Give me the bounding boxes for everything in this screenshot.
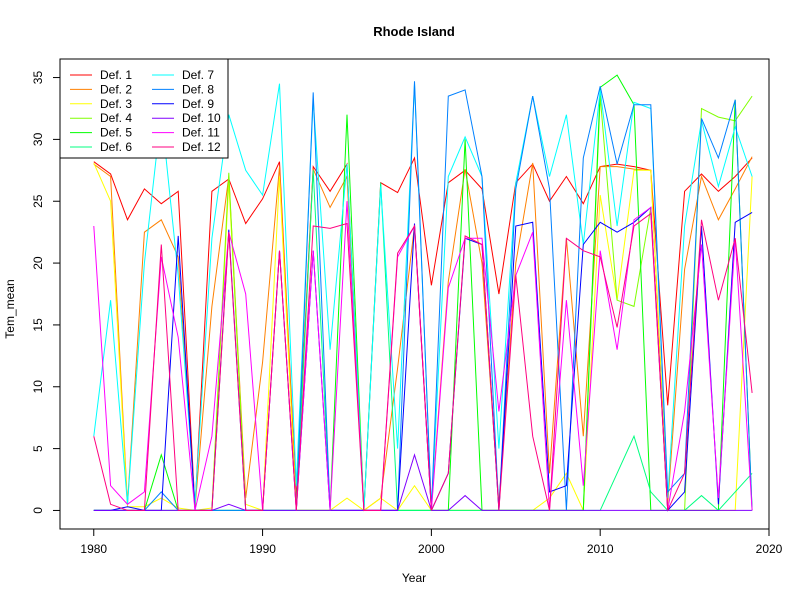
legend-label: Def. 9 — [182, 97, 214, 111]
legend-label: Def. 11 — [182, 126, 220, 140]
x-tick-label: 1980 — [80, 542, 107, 556]
legend-label: Def. 3 — [100, 97, 132, 111]
legend-label: Def. 10 — [182, 111, 221, 125]
x-tick-label: 1990 — [249, 542, 276, 556]
y-tick-label: 5 — [31, 445, 45, 452]
legend-label: Def. 2 — [100, 82, 132, 96]
legend-label: Def. 6 — [100, 140, 132, 154]
legend-item: Def. 10 — [152, 111, 221, 125]
x-tick-label: 2010 — [587, 542, 614, 556]
legend-item: Def. 3 — [70, 97, 132, 111]
legend-item: Def. 5 — [70, 126, 132, 140]
legend-item: Def. 7 — [152, 68, 214, 82]
y-tick-label: 0 — [31, 507, 45, 514]
legend-item: Def. 4 — [70, 111, 132, 125]
y-tick-label: 15 — [31, 318, 45, 332]
legend-label: Def. 5 — [100, 126, 132, 140]
x-tick-label: 2000 — [418, 542, 445, 556]
y-tick-label: 25 — [31, 194, 45, 208]
chart-title: Rhode Island — [373, 24, 455, 39]
x-tick-label: 2020 — [756, 542, 783, 556]
y-tick-label: 20 — [31, 256, 45, 270]
y-tick-label: 35 — [31, 71, 45, 85]
y-axis-label: Tem_mean — [3, 279, 17, 338]
y-tick-label: 10 — [31, 380, 45, 394]
plot-frame — [59, 58, 770, 530]
legend-label: Def. 4 — [100, 111, 132, 125]
legend-label: Def. 7 — [182, 68, 214, 82]
legend-item: Def. 12 — [152, 140, 221, 154]
series-line-def-1 — [93, 156, 753, 511]
legend-item: Def. 11 — [152, 126, 220, 140]
legend-item: Def. 9 — [152, 97, 214, 111]
series-line-def-12 — [93, 212, 753, 511]
series-layer — [93, 74, 753, 512]
legend-item: Def. 2 — [70, 82, 132, 96]
legend-label: Def. 12 — [182, 140, 221, 154]
legend-label: Def. 1 — [100, 68, 132, 82]
y-tick-label: 30 — [31, 132, 45, 146]
legend-item: Def. 1 — [70, 68, 132, 82]
legend-item: Def. 8 — [152, 82, 214, 96]
x-axis-label: Year — [402, 571, 426, 585]
series-line-def-3 — [93, 162, 753, 512]
legend-label: Def. 8 — [182, 82, 214, 96]
legend-item: Def. 6 — [70, 140, 132, 154]
